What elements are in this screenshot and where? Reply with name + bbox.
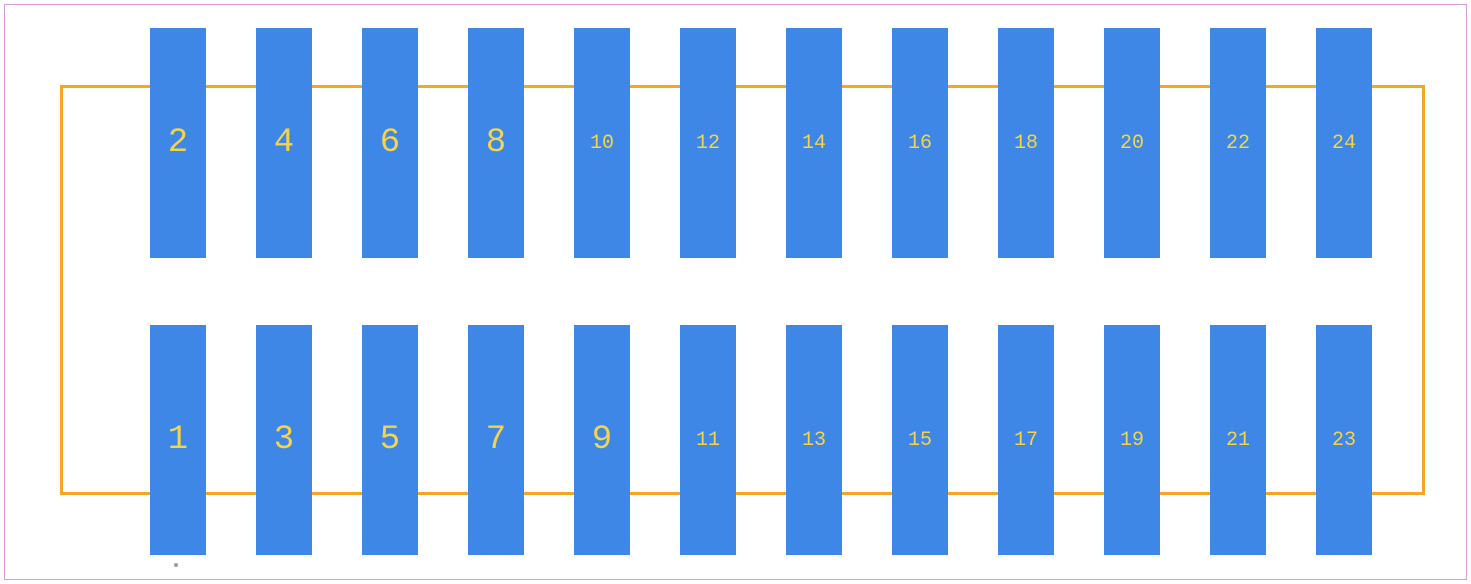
pad-label: 12 <box>696 132 720 155</box>
pad-9: 9 <box>574 325 630 555</box>
pad-label: 14 <box>802 132 826 155</box>
pad-label: 13 <box>802 429 826 452</box>
pad-20: 20 <box>1104 28 1160 258</box>
pad-label: 21 <box>1226 429 1250 452</box>
pad-24: 24 <box>1316 28 1372 258</box>
pad-1: 1 <box>150 325 206 555</box>
pad-16: 16 <box>892 28 948 258</box>
pad-6: 6 <box>362 28 418 258</box>
pad-label: 7 <box>486 421 506 459</box>
footprint-diagram: 246810121416182022241357911131517192123 <box>0 0 1471 584</box>
pad-label: 8 <box>486 124 506 162</box>
pad-11: 11 <box>680 325 736 555</box>
pad-14: 14 <box>786 28 842 258</box>
pad-15: 15 <box>892 325 948 555</box>
pad-label: 20 <box>1120 132 1144 155</box>
pad-label: 9 <box>592 421 612 459</box>
pad-label: 1 <box>168 421 188 459</box>
pad-label: 24 <box>1332 132 1356 155</box>
pad-12: 12 <box>680 28 736 258</box>
pad-label: 19 <box>1120 429 1144 452</box>
pad-label: 6 <box>380 124 400 162</box>
pin1-marker <box>174 563 178 567</box>
pad-3: 3 <box>256 325 312 555</box>
pad-label: 3 <box>274 421 294 459</box>
pad-label: 23 <box>1332 429 1356 452</box>
pad-label: 18 <box>1014 132 1038 155</box>
pad-22: 22 <box>1210 28 1266 258</box>
pad-label: 15 <box>908 429 932 452</box>
pad-label: 17 <box>1014 429 1038 452</box>
pad-label: 10 <box>590 132 614 155</box>
pad-label: 5 <box>380 421 400 459</box>
pad-5: 5 <box>362 325 418 555</box>
pad-7: 7 <box>468 325 524 555</box>
pad-19: 19 <box>1104 325 1160 555</box>
pad-4: 4 <box>256 28 312 258</box>
pad-2: 2 <box>150 28 206 258</box>
pad-18: 18 <box>998 28 1054 258</box>
pad-17: 17 <box>998 325 1054 555</box>
pad-label: 11 <box>696 429 720 452</box>
pad-8: 8 <box>468 28 524 258</box>
pad-23: 23 <box>1316 325 1372 555</box>
pad-label: 16 <box>908 132 932 155</box>
pad-label: 22 <box>1226 132 1250 155</box>
pad-label: 4 <box>274 124 294 162</box>
pad-13: 13 <box>786 325 842 555</box>
pad-21: 21 <box>1210 325 1266 555</box>
pad-10: 10 <box>574 28 630 258</box>
pad-label: 2 <box>168 124 188 162</box>
